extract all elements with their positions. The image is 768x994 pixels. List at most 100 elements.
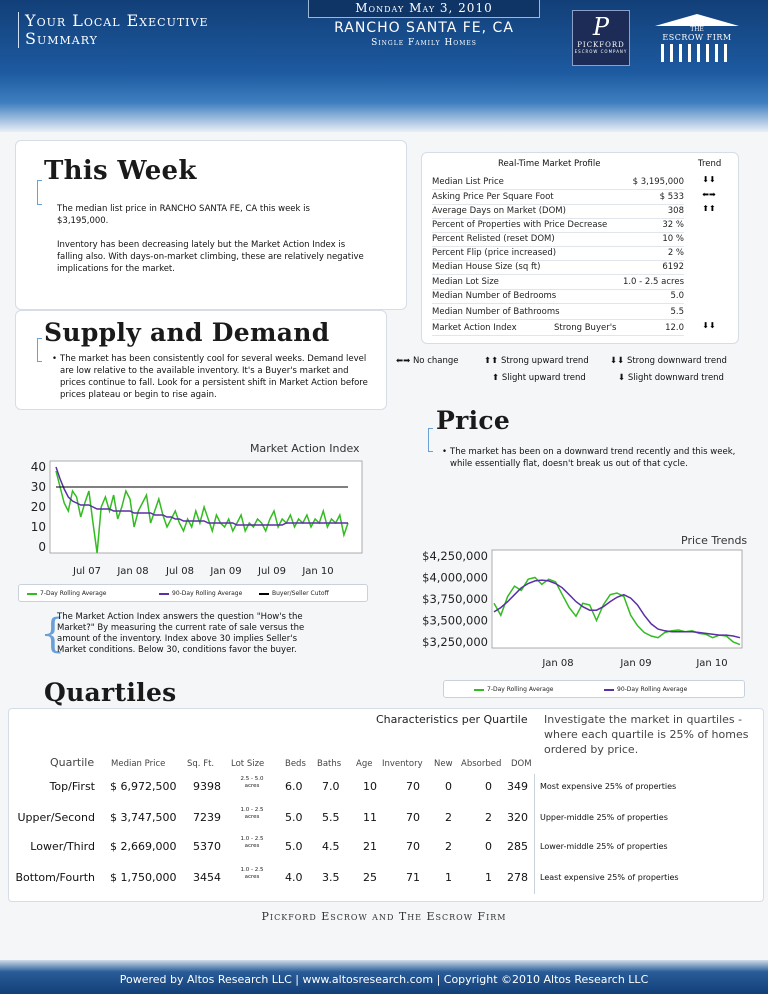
- quartile-lot: 1.0 - 2.5 acres: [230, 867, 274, 881]
- legend-7day: 7-Day Rolling Average: [474, 686, 553, 693]
- lot-range: 2.5 - 5.0: [240, 776, 264, 782]
- market-profile-row: Median Number of Bedrooms 5.0: [432, 291, 684, 304]
- slight-down-icon: ⬇: [618, 373, 626, 383]
- footer-firms: Pickford Escrow and The Escrow Firm: [261, 910, 507, 923]
- row-value: 308: [667, 206, 684, 216]
- trend-arrow-icon: ⬇⬇: [702, 175, 716, 184]
- lot-unit: acres: [244, 874, 260, 880]
- quartile-baths: 3.5: [322, 871, 340, 884]
- y-tick-label: $3,250,000: [422, 635, 488, 649]
- y-tick-label: $3,750,000: [422, 592, 488, 606]
- trend-legend-strong-up: ⬆⬆ Strong upward trend: [484, 356, 589, 366]
- col-median-price: Median Price: [111, 759, 166, 769]
- row-label: Percent Flip (price increased): [432, 248, 557, 258]
- market-profile-row: Median Number of Bathrooms 5.5: [432, 307, 684, 320]
- quartiles-char-header: Characteristics per Quartile: [376, 713, 528, 726]
- row-label: Market Action Index: [432, 323, 517, 333]
- series-line-90day: [493, 579, 741, 639]
- quartile-new: 0: [445, 780, 452, 793]
- this-week-card: [15, 140, 407, 310]
- supply-demand-title: Supply and Demand: [44, 318, 330, 347]
- market-profile-row: Median Lot Size 1.0 - 2.5 acres: [432, 277, 684, 290]
- brace-icon: {: [40, 611, 66, 657]
- quartile-price: $ 3,747,500: [110, 811, 177, 824]
- strong-up-icon: ⬆⬆: [484, 356, 499, 366]
- trend-legend-no-change: ⬅➡ No change: [396, 356, 459, 366]
- lot-unit: acres: [244, 814, 260, 820]
- market-profile-row: Median House Size (sq ft) 6192: [432, 262, 684, 275]
- row-value: 6192: [662, 262, 684, 272]
- trend-legend-strong-down: ⬇⬇ Strong downward trend: [610, 356, 727, 366]
- legend-cutoff: Buyer/Seller Cutoff: [259, 590, 329, 597]
- this-week-text-2: Inventory has been decreasing lately but…: [57, 240, 364, 274]
- mai-chart-title: Market Action Index: [250, 442, 360, 455]
- quartile-name: Lower/Third: [30, 840, 95, 853]
- quartile-sqft: 3454: [193, 871, 221, 884]
- row-label: Asking Price Per Square Foot: [432, 192, 554, 202]
- x-tick-label: Jan 10: [301, 566, 333, 577]
- quartile-price: $ 6,972,500: [110, 780, 177, 793]
- quartile-inventory: 70: [406, 811, 420, 824]
- quartile-absorbed: 2: [485, 811, 492, 824]
- bracket-icon: [37, 180, 42, 205]
- lot-unit: acres: [244, 783, 260, 789]
- col-dom: DOM: [511, 759, 532, 769]
- row-label: Percent Relisted (reset DOM): [432, 234, 555, 244]
- market-profile-row: Median List Price $ 3,195,000: [432, 177, 684, 190]
- supply-demand-text: The market has been consistently cool fo…: [60, 354, 368, 400]
- bracket-icon: [428, 428, 433, 452]
- legend-90day: 90-Day Rolling Average: [159, 590, 242, 597]
- quartile-sqft: 7239: [193, 811, 221, 824]
- quartile-new: 2: [445, 840, 452, 853]
- row-value: 12.0: [665, 323, 684, 333]
- trend-arrow-icon: ⬇⬇: [702, 321, 716, 330]
- row-value: 5.0: [670, 291, 684, 301]
- col-beds: Beds: [285, 759, 306, 769]
- quartile-age: 11: [363, 811, 377, 824]
- slight-up-icon: ⬆: [492, 373, 500, 383]
- mai-note: The Market Action Index answers the ques…: [57, 612, 305, 655]
- row-label: Median Lot Size: [432, 277, 499, 287]
- quartile-absorbed: 0: [485, 780, 492, 793]
- quartile-name: Bottom/Fourth: [15, 871, 96, 884]
- trend-arrow-icon: ⬆⬆: [702, 204, 716, 213]
- col-new: New: [434, 759, 453, 769]
- trend-arrow-icon: ⬅➡: [702, 190, 716, 199]
- quartile-inventory: 70: [406, 840, 420, 853]
- quartile-sqft: 9398: [193, 780, 221, 793]
- quartile-absorbed: 1: [485, 871, 492, 884]
- row-value: 32 %: [662, 220, 684, 230]
- escrow-firm-logo: THE ESCROW FIRM: [655, 14, 739, 64]
- quartile-description: Most expensive 25% of properties: [540, 782, 677, 791]
- quartile-age: 25: [363, 871, 377, 884]
- quartile-description: Least expensive 25% of properties: [540, 873, 679, 882]
- price-text: The market has been on a downward trend …: [450, 447, 736, 469]
- price-legend: 7-Day Rolling Average 90-Day Rolling Ave…: [443, 680, 745, 698]
- price-chart-title: Price Trends: [681, 534, 748, 547]
- quartile-baths: 4.5: [322, 840, 340, 853]
- supply-demand-card: [15, 310, 387, 410]
- x-tick-label: Jan 09: [619, 658, 651, 669]
- x-tick-label: Jul 08: [165, 566, 194, 577]
- row-value: 2 %: [667, 248, 684, 258]
- trend-header: Trend: [698, 159, 722, 169]
- col-lot: Lot Size: [231, 759, 265, 769]
- row-value: 5.5: [670, 307, 684, 317]
- no-change-icon: ⬅➡: [396, 356, 411, 366]
- y-tick-label: $4,250,000: [422, 549, 488, 563]
- row-label: Median List Price: [432, 177, 504, 187]
- legend-swatch: [27, 592, 37, 595]
- lot-unit: acres: [244, 843, 260, 849]
- col-inventory: Inventory: [382, 759, 423, 769]
- price-bullet: •: [442, 447, 448, 457]
- market-profile-row: Percent of Properties with Price Decreas…: [432, 220, 684, 233]
- row-label: Percent of Properties with Price Decreas…: [432, 220, 608, 230]
- y-tick-label: 10: [31, 520, 46, 534]
- market-profile-title: Real-Time Market Profile: [498, 159, 601, 169]
- y-tick-label: $4,000,000: [422, 571, 488, 585]
- quartile-divider: [534, 774, 535, 894]
- quartile-baths: 5.5: [322, 811, 340, 824]
- property-type: Single Family Homes: [371, 38, 477, 48]
- row-label: Median House Size (sq ft): [432, 262, 541, 272]
- y-tick-label: $3,500,000: [422, 614, 488, 628]
